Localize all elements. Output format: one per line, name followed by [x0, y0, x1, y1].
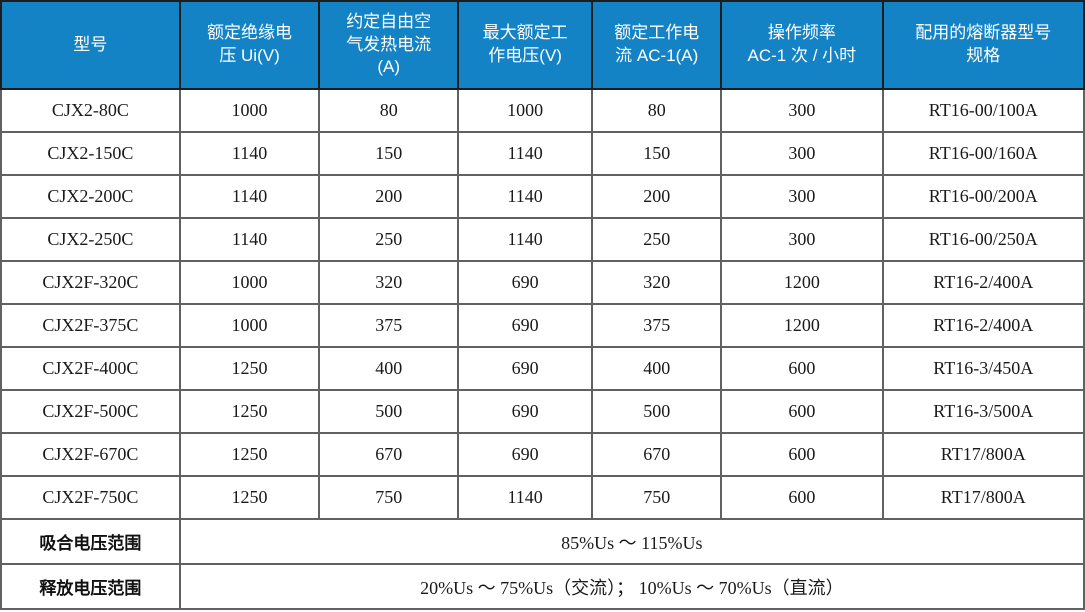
table-row: CJX2F-670C 1250 670 690 670 600 RT17/800… — [0, 432, 1085, 477]
cell-insulation-voltage: 1140 — [178, 174, 321, 219]
cell-frequency: 600 — [720, 389, 884, 434]
table-row: CJX2-250C 1140 250 1140 250 300 RT16-00/… — [0, 217, 1085, 262]
cell-frequency: 1200 — [720, 260, 884, 305]
pull-in-voltage-row: 吸合电压范围 85%Us ～ 115%Us — [0, 518, 1085, 565]
cell-working-current: 400 — [591, 346, 723, 391]
cell-working-current: 250 — [591, 217, 723, 262]
cell-model: CJX2F-320C — [0, 260, 181, 305]
cell-insulation-voltage: 1250 — [178, 346, 321, 391]
cell-frequency: 1200 — [720, 303, 884, 348]
table-row: CJX2F-400C 1250 400 690 400 600 RT16-3/4… — [0, 346, 1085, 391]
cell-working-current: 500 — [591, 389, 723, 434]
header-free-air-thermal-current: 约定自由空 气发热电流 (A) — [318, 0, 459, 90]
cell-frequency: 600 — [720, 432, 884, 477]
cell-fuse: RT16-00/250A — [881, 217, 1085, 262]
cell-thermal-current: 320 — [318, 260, 459, 305]
cell-working-current: 670 — [591, 432, 723, 477]
cell-fuse: RT16-2/400A — [881, 260, 1085, 305]
cell-max-voltage: 1140 — [456, 217, 594, 262]
cell-model: CJX2F-750C — [0, 475, 181, 520]
cell-fuse: RT16-00/100A — [881, 88, 1085, 133]
cell-model: CJX2-200C — [0, 174, 181, 219]
cell-max-voltage: 1000 — [456, 88, 594, 133]
cell-model: CJX2F-375C — [0, 303, 181, 348]
table-body: CJX2-80C 1000 80 1000 80 300 RT16-00/100… — [0, 88, 1085, 610]
header-max-working-voltage: 最大额定工 作电压(V) — [456, 0, 594, 90]
cell-insulation-voltage: 1000 — [178, 260, 321, 305]
header-rated-insulation-voltage: 额定绝缘电 压 Ui(V) — [178, 0, 321, 90]
cell-insulation-voltage: 1000 — [178, 303, 321, 348]
cell-thermal-current: 750 — [318, 475, 459, 520]
cell-fuse: RT17/800A — [881, 475, 1085, 520]
cell-fuse: RT16-3/500A — [881, 389, 1085, 434]
cell-max-voltage: 690 — [456, 303, 594, 348]
cell-fuse: RT16-00/200A — [881, 174, 1085, 219]
cell-max-voltage: 690 — [456, 389, 594, 434]
table-header: 型号 额定绝缘电 压 Ui(V) 约定自由空 气发热电流 (A) 最大额定工 作… — [0, 0, 1085, 90]
cell-working-current: 375 — [591, 303, 723, 348]
cell-fuse: RT16-2/400A — [881, 303, 1085, 348]
cell-working-current: 200 — [591, 174, 723, 219]
cell-max-voltage: 690 — [456, 432, 594, 477]
cell-thermal-current: 670 — [318, 432, 459, 477]
cell-frequency: 600 — [720, 346, 884, 391]
table-row: CJX2-80C 1000 80 1000 80 300 RT16-00/100… — [0, 88, 1085, 133]
header-row: 型号 额定绝缘电 压 Ui(V) 约定自由空 气发热电流 (A) 最大额定工 作… — [0, 0, 1085, 90]
cell-fuse: RT16-00/160A — [881, 131, 1085, 176]
cell-thermal-current: 500 — [318, 389, 459, 434]
header-model: 型号 — [0, 0, 181, 90]
cell-thermal-current: 400 — [318, 346, 459, 391]
cell-thermal-current: 375 — [318, 303, 459, 348]
cell-thermal-current: 150 — [318, 131, 459, 176]
cell-insulation-voltage: 1140 — [178, 217, 321, 262]
table-row: CJX2F-750C 1250 750 1140 750 600 RT17/80… — [0, 475, 1085, 520]
cell-frequency: 300 — [720, 131, 884, 176]
cell-model: CJX2-150C — [0, 131, 181, 176]
cell-max-voltage: 1140 — [456, 131, 594, 176]
cell-model: CJX2F-670C — [0, 432, 181, 477]
cell-thermal-current: 80 — [318, 88, 459, 133]
header-operating-frequency: 操作频率 AC-1 次 / 小时 — [720, 0, 884, 90]
cell-max-voltage: 690 — [456, 346, 594, 391]
cell-working-current: 150 — [591, 131, 723, 176]
cell-max-voltage: 1140 — [456, 475, 594, 520]
release-voltage-row: 释放电压范围 20%Us ～ 75%Us（交流）； 10%Us ～ 70%Us（… — [0, 563, 1085, 610]
cell-max-voltage: 690 — [456, 260, 594, 305]
release-voltage-value: 20%Us ～ 75%Us（交流）； 10%Us ～ 70%Us（直流） — [178, 563, 1085, 610]
cell-insulation-voltage: 1140 — [178, 131, 321, 176]
cell-insulation-voltage: 1000 — [178, 88, 321, 133]
cell-fuse: RT16-3/450A — [881, 346, 1085, 391]
release-voltage-label: 释放电压范围 — [0, 563, 181, 610]
cell-model: CJX2-80C — [0, 88, 181, 133]
cell-insulation-voltage: 1250 — [178, 432, 321, 477]
cell-working-current: 80 — [591, 88, 723, 133]
cell-model: CJX2-250C — [0, 217, 181, 262]
cell-model: CJX2F-400C — [0, 346, 181, 391]
header-fuse-spec: 配用的熔断器型号 规格 — [881, 0, 1085, 90]
table-row: CJX2F-320C 1000 320 690 320 1200 RT16-2/… — [0, 260, 1085, 305]
cell-fuse: RT17/800A — [881, 432, 1085, 477]
cell-max-voltage: 1140 — [456, 174, 594, 219]
header-rated-working-current: 额定工作电 流 AC-1(A) — [591, 0, 723, 90]
cell-frequency: 600 — [720, 475, 884, 520]
pull-in-voltage-label: 吸合电压范围 — [0, 518, 181, 565]
pull-in-voltage-value: 85%Us ～ 115%Us — [178, 518, 1085, 565]
cell-frequency: 300 — [720, 88, 884, 133]
table-row: CJX2-150C 1140 150 1140 150 300 RT16-00/… — [0, 131, 1085, 176]
cell-insulation-voltage: 1250 — [178, 475, 321, 520]
cell-model: CJX2F-500C — [0, 389, 181, 434]
table-row: CJX2F-375C 1000 375 690 375 1200 RT16-2/… — [0, 303, 1085, 348]
cell-working-current: 320 — [591, 260, 723, 305]
cell-frequency: 300 — [720, 174, 884, 219]
cell-thermal-current: 200 — [318, 174, 459, 219]
cell-working-current: 750 — [591, 475, 723, 520]
cell-thermal-current: 250 — [318, 217, 459, 262]
cell-insulation-voltage: 1250 — [178, 389, 321, 434]
cell-frequency: 300 — [720, 217, 884, 262]
table-row: CJX2F-500C 1250 500 690 500 600 RT16-3/5… — [0, 389, 1085, 434]
table-row: CJX2-200C 1140 200 1140 200 300 RT16-00/… — [0, 174, 1085, 219]
